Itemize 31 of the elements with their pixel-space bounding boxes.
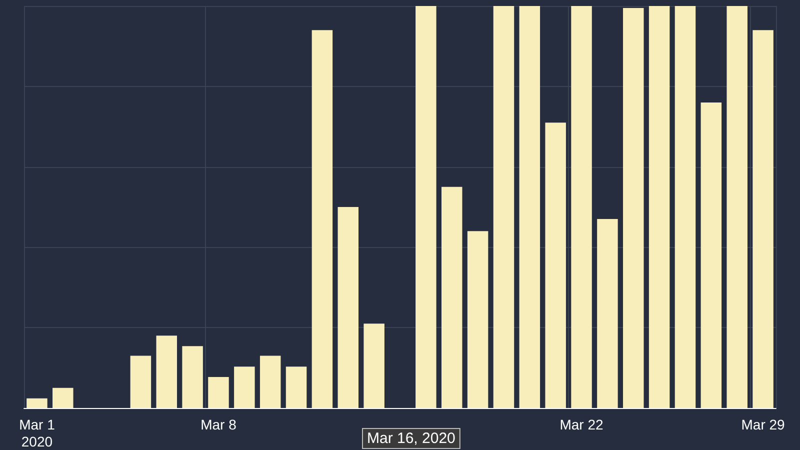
bar — [208, 377, 229, 408]
bar — [674, 6, 696, 408]
bar — [26, 398, 48, 408]
bar — [597, 219, 618, 408]
x-tick-label: Mar 22 — [560, 416, 604, 432]
bar — [52, 388, 74, 408]
bar — [700, 102, 722, 408]
bar — [545, 122, 566, 408]
x-tick-label: Mar 8 — [200, 416, 237, 432]
bar — [416, 6, 436, 408]
bar — [338, 207, 359, 408]
bar — [286, 366, 307, 408]
bar — [312, 30, 333, 408]
bar — [182, 346, 203, 408]
bar — [364, 324, 384, 408]
bar — [726, 6, 748, 408]
bar — [519, 6, 540, 408]
bar — [467, 231, 488, 408]
bar — [260, 356, 281, 408]
bar — [623, 8, 644, 408]
bar — [156, 336, 177, 408]
bar — [130, 356, 152, 408]
bar — [493, 6, 514, 408]
text: Mar 16, 2020 — [367, 430, 456, 447]
x-tick-label: Mar 1 2020 — [19, 416, 56, 450]
x-tick-label: Mar 29 — [741, 416, 786, 432]
bar — [648, 6, 670, 408]
bar — [234, 366, 255, 408]
bar — [752, 30, 774, 408]
bar — [441, 186, 462, 408]
bar — [571, 6, 592, 408]
